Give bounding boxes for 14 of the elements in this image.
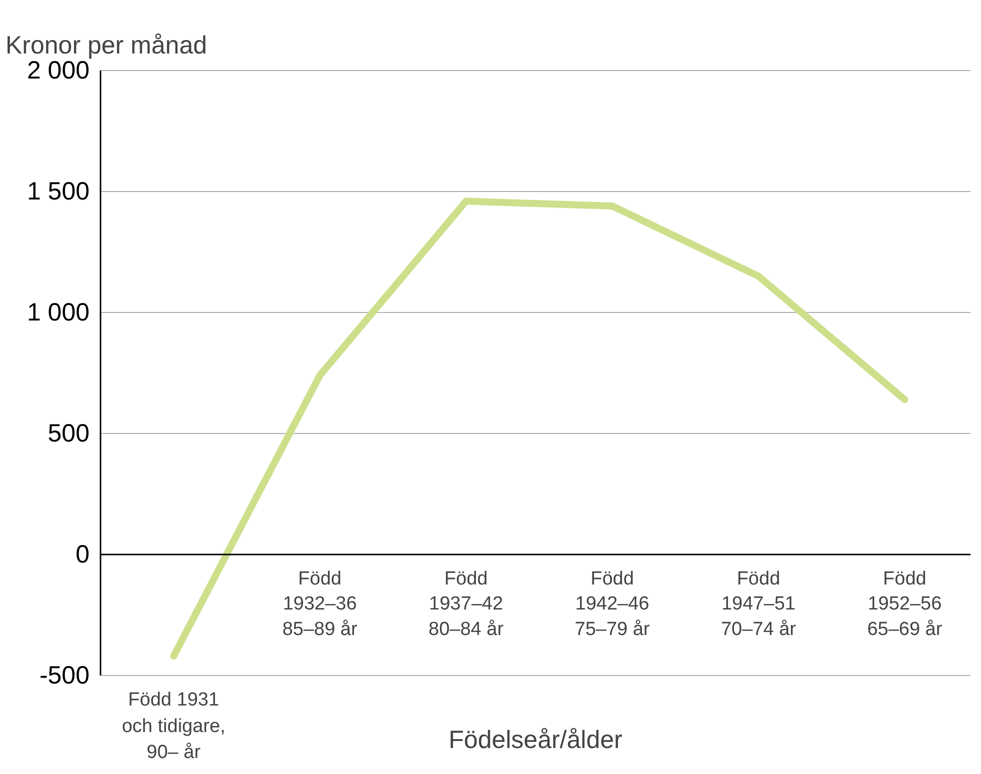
x-axis-title: Födelseår/ålder <box>448 726 622 754</box>
y-tick-label: -500 <box>39 662 90 690</box>
y-tick-label: 1 500 <box>26 178 90 206</box>
y-axis-title: Kronor per månad <box>6 32 208 60</box>
x-tick-label: Född 1937–42 80–84 år <box>428 568 504 640</box>
y-tick-label: 1 000 <box>26 298 90 326</box>
y-tick-label: 500 <box>48 420 90 448</box>
x-tick-label: Född 1942–46 75–79 år <box>574 568 650 640</box>
x-tick-label: Född 1932–36 85–89 år <box>282 568 358 640</box>
x-tick-label: Född 1952–56 65–69 år <box>867 568 943 640</box>
y-tick-label: 2 000 <box>26 56 90 84</box>
x-tick-label: Född 1947–51 70–74 år <box>720 568 797 640</box>
y-tick-label: 0 <box>76 540 90 568</box>
x-tick-label: Född 1931 och tidigare, 90– år <box>122 690 226 763</box>
